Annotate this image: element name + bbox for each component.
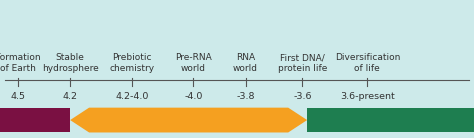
Text: Prebiotic
chemistry: Prebiotic chemistry xyxy=(109,53,155,73)
Text: 4.2: 4.2 xyxy=(63,92,78,101)
Text: -4.0: -4.0 xyxy=(184,92,202,101)
Text: First DNA/
protein life: First DNA/ protein life xyxy=(278,53,327,73)
Bar xyxy=(307,108,474,132)
Bar xyxy=(0,108,70,132)
Text: Formation
of Earth: Formation of Earth xyxy=(0,53,41,73)
Text: Diversification
of life: Diversification of life xyxy=(335,53,400,73)
Text: 3.6-present: 3.6-present xyxy=(340,92,395,101)
Text: 4.5: 4.5 xyxy=(10,92,26,101)
Polygon shape xyxy=(70,108,307,132)
Text: RNA
world: RNA world xyxy=(233,53,258,73)
Text: -3.8: -3.8 xyxy=(236,92,255,101)
Text: Stable
hydrosphere: Stable hydrosphere xyxy=(42,53,99,73)
Text: -3.6: -3.6 xyxy=(293,92,312,101)
Text: 4.2-4.0: 4.2-4.0 xyxy=(115,92,148,101)
Text: Pre-RNA
world: Pre-RNA world xyxy=(175,53,212,73)
